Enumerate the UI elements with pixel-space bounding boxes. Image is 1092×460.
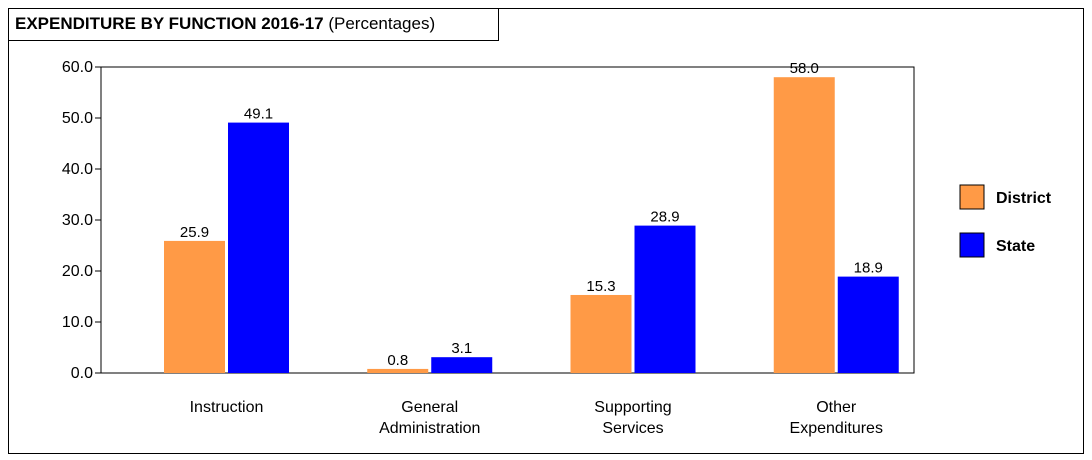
x-category-label: Other — [816, 399, 857, 416]
x-category-label: General — [401, 399, 458, 416]
bar-value-label: 49.1 — [244, 106, 273, 123]
y-axis: 0.0 10.0 20.0 30.0 40.0 50.0 60.0 — [62, 59, 101, 382]
legend: District State — [959, 184, 1052, 258]
chart-title-suffix: (Percentages) — [328, 14, 436, 33]
bar-value-label: 18.9 — [854, 260, 883, 277]
y-tick-label: 60.0 — [62, 59, 93, 76]
y-tick-label: 20.0 — [62, 263, 93, 280]
bar-value-label: 28.9 — [650, 209, 679, 226]
legend-label-district: District — [996, 190, 1052, 207]
bar-state — [228, 122, 289, 373]
bar-value-label: 25.9 — [180, 224, 209, 241]
y-tick-label: 40.0 — [62, 161, 93, 178]
bar-value-label: 15.3 — [586, 278, 615, 295]
legend-label-state: State — [996, 238, 1035, 255]
bar-value-label: 0.8 — [387, 352, 408, 369]
legend-swatch-district — [959, 184, 985, 210]
y-tick-label: 10.0 — [62, 314, 93, 331]
bar-chart: 0.0 10.0 20.0 30.0 40.0 50.0 60.0 25.9 49.1 0.8 3… — [62, 59, 1052, 437]
x-axis: Instruction General Administration Supporti… — [190, 399, 883, 437]
y-tick-label: 30.0 — [62, 212, 93, 229]
bar-value-label: 58.0 — [790, 60, 819, 77]
x-category-label: Administration — [379, 420, 480, 437]
x-category-label: Services — [602, 420, 663, 437]
legend-swatch-state — [959, 232, 985, 258]
bar-district — [367, 368, 429, 373]
x-category-label: Expenditures — [790, 420, 883, 437]
chart-title-main: EXPENDITURE BY FUNCTION 2016-17 — [15, 14, 324, 33]
x-category-label: Instruction — [190, 399, 264, 416]
bar-district — [164, 240, 225, 373]
bar-state — [634, 225, 696, 373]
y-tick-label: 50.0 — [62, 110, 93, 127]
bar-state — [837, 276, 899, 373]
x-category-label: Supporting — [594, 399, 671, 416]
y-tick-label: 0.0 — [71, 365, 93, 382]
bar-district — [773, 77, 835, 373]
bars: 25.9 49.1 0.8 3.1 15.3 28.9 58.0 18.9 — [164, 60, 899, 373]
bar-value-label: 3.1 — [451, 340, 472, 357]
chart-frame: EXPENDITURE BY FUNCTION 2016-17 (Percent… — [8, 8, 1084, 454]
bar-state — [431, 357, 493, 373]
bar-district — [570, 294, 632, 373]
chart-title: EXPENDITURE BY FUNCTION 2016-17 (Percent… — [9, 9, 499, 41]
